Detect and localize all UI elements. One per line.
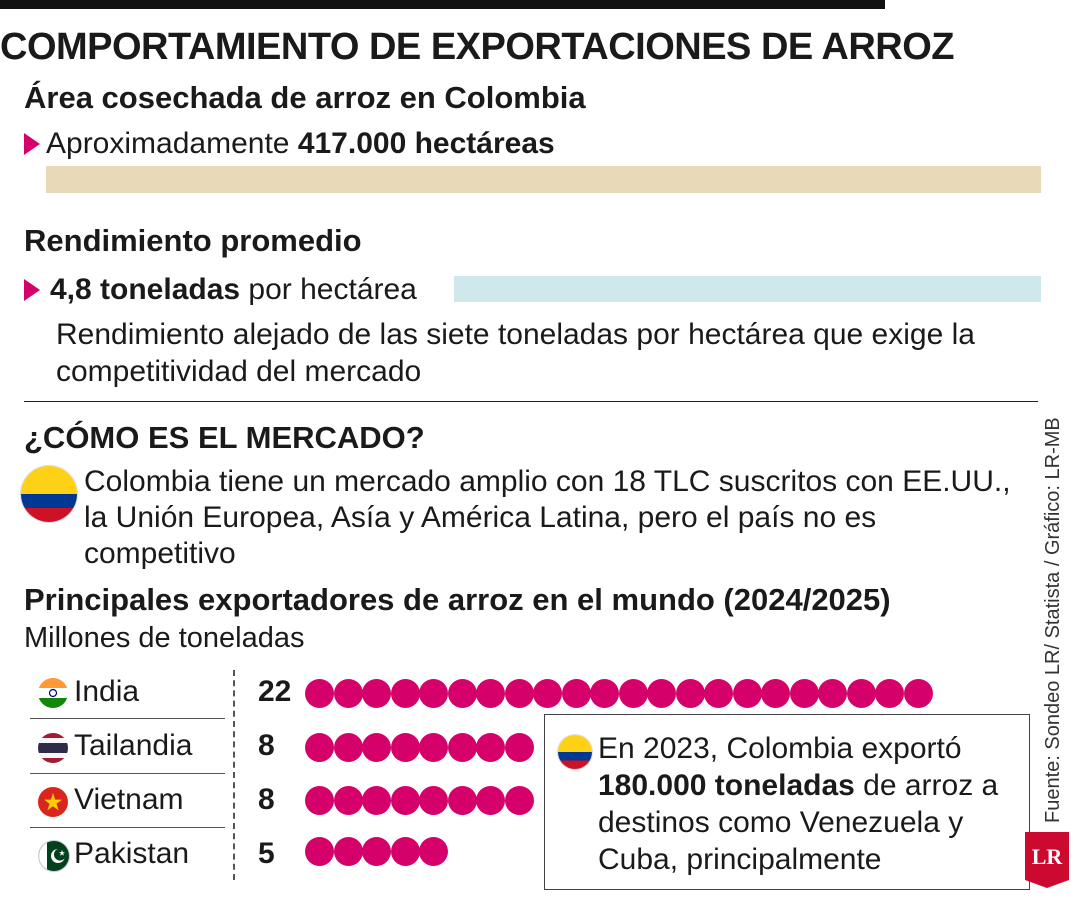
exporters-unit: Millones de toneladas — [24, 622, 305, 654]
export-dot — [362, 733, 391, 762]
export-dot — [447, 679, 477, 708]
page-title: COMPORTAMIENTO DE EXPORTACIONES DE ARROZ — [0, 26, 954, 68]
colombia-flag-icon — [20, 465, 78, 523]
export-dot — [561, 679, 591, 708]
export-dot — [390, 837, 420, 866]
export-dot — [504, 733, 534, 762]
callout-text: En 2023, Colombia exportó 180.000 tonela… — [598, 730, 1018, 878]
export-dot — [704, 679, 733, 708]
colombia-flag-icon — [557, 734, 593, 770]
export-dot — [476, 733, 505, 762]
export-dot — [476, 679, 505, 708]
export-dot — [305, 679, 334, 708]
source-credit: Fuente: Sondeo LR/ Statista / Gráfico: L… — [1042, 417, 1064, 823]
export-dot — [362, 786, 391, 815]
row-separator — [30, 718, 225, 719]
area-bar — [46, 166, 1041, 193]
logo-text: LR — [1032, 844, 1064, 869]
export-dot — [647, 679, 676, 708]
export-dot — [419, 786, 448, 815]
export-dot — [390, 679, 420, 708]
export-dot — [305, 786, 334, 815]
export-dot — [419, 733, 448, 762]
export-dot — [447, 733, 477, 762]
export-dot — [476, 786, 505, 815]
divider — [24, 401, 1038, 402]
market-text: Colombia tiene un mercado amplio con 18 … — [84, 465, 1011, 570]
country-label: Vietnam — [74, 783, 184, 816]
yield-value: 4,8 toneladas — [50, 273, 241, 306]
yield-heading: Rendimiento promedio — [24, 223, 362, 258]
export-dot — [333, 786, 363, 815]
vietnam-flag-icon — [38, 787, 68, 817]
export-dot — [419, 837, 448, 866]
callout-box — [544, 714, 1030, 890]
pakistan-flag-icon — [38, 840, 70, 872]
country-value: 8 — [258, 783, 275, 816]
export-dot — [875, 679, 904, 708]
export-dot — [390, 786, 420, 815]
market-heading: ¿CÓMO ES EL MERCADO? — [24, 420, 425, 455]
row-separator — [30, 773, 225, 774]
country-label: India — [74, 675, 140, 708]
export-dot — [333, 837, 363, 866]
thailand-flag-icon — [38, 733, 68, 763]
export-dot — [903, 679, 933, 708]
export-dot — [305, 733, 334, 762]
export-dot — [333, 679, 363, 708]
top-rule — [0, 0, 885, 9]
row-separator — [30, 827, 225, 828]
callout-bold: 180.000 toneladas — [598, 769, 855, 802]
callout-text-1: En 2023, Colombia exportó — [598, 732, 962, 765]
callout-text-2: de arroz a destinos como Venezuela y Cub… — [598, 769, 999, 876]
area-line: Aproximadamente 417.000 hectáreas — [46, 127, 555, 161]
area-prefix: Aproximadamente — [46, 127, 290, 160]
export-dot — [447, 786, 477, 815]
export-dot — [333, 733, 363, 762]
pink-triangle-icon — [24, 133, 40, 155]
area-heading: Área cosechada de arroz en Colombia — [24, 80, 586, 115]
export-dot — [390, 733, 420, 762]
area-value: 417.000 hectáreas — [297, 127, 555, 160]
yield-note: Rendimiento alejado de las siete tonelad… — [56, 318, 975, 388]
export-dot — [305, 837, 334, 866]
lr-logo: LR — [1023, 832, 1071, 888]
exporters-heading: Principales exportadores de arroz en el … — [24, 582, 891, 617]
export-dot — [590, 679, 619, 708]
country-value: 5 — [258, 837, 275, 870]
yield-suffix: por hectárea — [248, 273, 417, 306]
country-value: 22 — [258, 675, 292, 708]
axis-divider — [233, 670, 235, 880]
export-dot — [533, 679, 562, 708]
pink-triangle-icon — [24, 279, 40, 301]
export-dot — [362, 837, 391, 866]
export-dot — [504, 679, 534, 708]
india-flag-icon — [38, 678, 68, 708]
export-dot — [618, 679, 648, 708]
export-dot — [818, 679, 847, 708]
country-value: 8 — [258, 729, 275, 762]
country-label: Tailandia — [74, 729, 193, 762]
export-dot — [789, 679, 819, 708]
export-dot — [846, 679, 876, 708]
export-dot — [419, 679, 448, 708]
export-dot — [732, 679, 762, 708]
export-dot — [362, 679, 391, 708]
export-dot — [761, 679, 790, 708]
export-dot — [675, 679, 705, 708]
export-dot — [504, 786, 534, 815]
yield-bar — [454, 276, 1041, 302]
country-label: Pakistan — [74, 837, 190, 870]
yield-line: 4,8 toneladas por hectárea — [50, 273, 417, 307]
